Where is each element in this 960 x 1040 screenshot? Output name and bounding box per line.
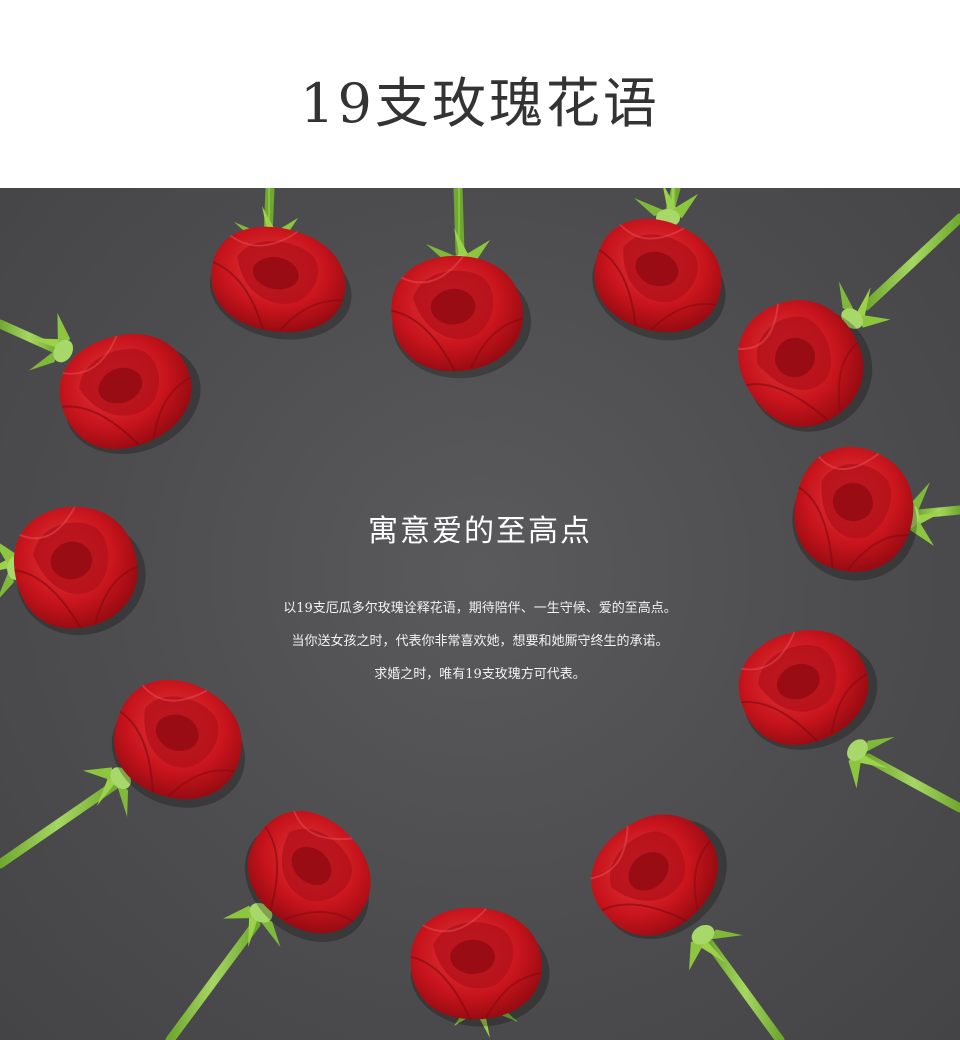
roses-illustration — [0, 188, 960, 1040]
description-line: 当你送女孩之时，代表你非常喜欢她，想要和她厮守终生的承诺。 — [291, 634, 669, 649]
rose-heart-photo: 寓意爱的至高点 以19支厄瓜多尔玫瑰诠释花语，期待陪伴、一生守候、爱的至高点。 … — [0, 188, 960, 1040]
page-header: 19支玫瑰花语 — [0, 0, 960, 188]
description-line: 求婚之时，唯有19支玫瑰方可代表。 — [374, 667, 586, 682]
description-line: 以19支厄瓜多尔玫瑰诠释花语，期待陪伴、一生守候、爱的至高点。 — [283, 601, 677, 616]
message-block: 寓意爱的至高点 以19支厄瓜多尔玫瑰诠释花语，期待陪伴、一生守候、爱的至高点。 … — [0, 506, 960, 691]
subtitle: 寓意爱的至高点 — [368, 514, 592, 549]
description: 以19支厄瓜多尔玫瑰诠释花语，期待陪伴、一生守候、爱的至高点。 当你送女孩之时，… — [0, 592, 960, 691]
page-title: 19支玫瑰花语 — [300, 71, 660, 135]
